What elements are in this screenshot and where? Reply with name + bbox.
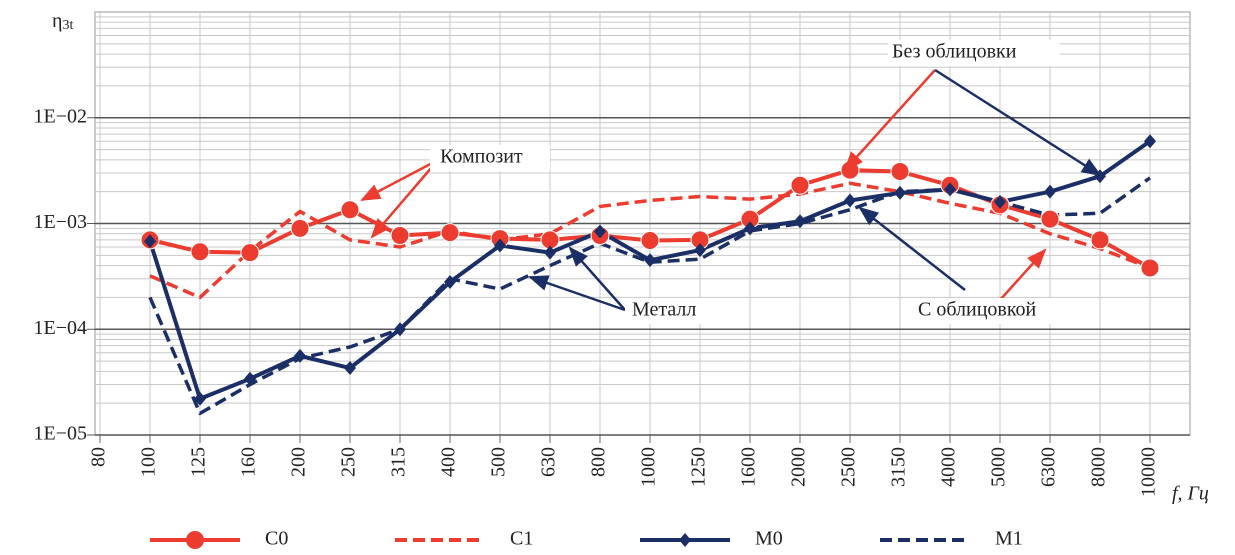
point: [340, 200, 360, 220]
legend-marker: [186, 531, 204, 549]
x-tick-label: 2000: [788, 447, 810, 487]
x-tick-label: 10000: [1138, 447, 1160, 497]
point: [744, 221, 756, 236]
point: [344, 361, 356, 376]
point: [494, 238, 506, 253]
annotation-bg: [625, 298, 725, 324]
legend-label: M1: [995, 528, 1023, 550]
legend-marker: [679, 533, 691, 547]
y-tick-label: 1E−02: [34, 105, 88, 127]
x-tick-label: 125: [188, 447, 210, 477]
point: [290, 218, 310, 238]
x-tick-label: 400: [438, 447, 460, 477]
annotation: Металл: [632, 299, 696, 321]
x-tick-label: 6300: [1038, 447, 1060, 487]
annotation-bg: [888, 40, 1060, 66]
x-tick-label: 800: [588, 447, 610, 477]
arrow: [843, 69, 936, 172]
annotation: Композит: [440, 146, 523, 168]
point: [190, 242, 210, 262]
point: [644, 253, 656, 268]
arrow: [370, 159, 439, 239]
point: [240, 243, 260, 263]
annotation-bg: [912, 298, 1092, 324]
point: [1144, 134, 1156, 149]
annotation-arrows: [360, 68, 1102, 312]
x-tick-label: 4000: [938, 447, 960, 487]
point: [844, 193, 856, 208]
y-label-sub: 3t: [62, 18, 73, 33]
x-tick-label: 80: [88, 447, 110, 467]
point: [694, 243, 706, 258]
point: [390, 226, 410, 246]
x-tick-label: 2500: [838, 447, 860, 487]
arrow: [858, 206, 966, 291]
point: [1040, 209, 1060, 229]
arrow: [934, 68, 1102, 177]
point: [144, 234, 156, 249]
legend: C0 C1 M0 M1: [150, 528, 1023, 550]
x-tick-label: 200: [288, 447, 310, 477]
x-tick-label: 250: [338, 447, 360, 477]
annotation-bg: [430, 145, 550, 171]
point: [444, 274, 456, 289]
point: [890, 162, 910, 182]
y-axis-label: η3t: [52, 10, 73, 34]
x-axis-label: f, Гц: [1172, 483, 1209, 505]
y-tick-label: 1E−04: [34, 317, 88, 339]
y-tick-label: 1E−05: [34, 423, 88, 445]
x-tick-label: 1000: [638, 447, 660, 487]
point: [244, 371, 256, 386]
x-tick-label: 100: [138, 447, 160, 477]
point: [640, 231, 660, 251]
series-line: [149, 181, 1151, 300]
point: [944, 182, 956, 197]
legend-label: C0: [265, 528, 288, 550]
legend-label: C1: [510, 528, 533, 550]
point: [894, 185, 906, 200]
point: [790, 175, 810, 195]
point: [544, 245, 556, 260]
point: [294, 348, 306, 363]
x-tick-label: 1600: [738, 447, 760, 487]
point: [594, 224, 606, 239]
arrow: [528, 275, 626, 312]
x-tick-label: 8000: [1088, 447, 1110, 487]
annotation: С облицовкой: [918, 299, 1037, 321]
x-tick-label: 630: [538, 447, 560, 477]
point: [394, 322, 406, 337]
x-tick-label: 3150: [888, 447, 910, 487]
point: [194, 391, 206, 406]
plot-area: 80 100 125 160 200 250 315 400 500 630 800 1000 1250…: [34, 11, 1191, 497]
point: [994, 194, 1006, 209]
x-tick-label: 5000: [988, 447, 1010, 487]
point: [440, 223, 460, 243]
annotation: Без облицовки: [892, 41, 1017, 63]
y-label-symbol: η: [52, 10, 62, 32]
point: [794, 214, 806, 229]
point: [1090, 230, 1110, 250]
legend-label: M0: [755, 528, 783, 550]
arrow: [360, 158, 439, 202]
arrow: [568, 246, 626, 311]
point: [1140, 258, 1160, 278]
arrow: [999, 248, 1047, 301]
x-tick-label: 500: [488, 447, 510, 477]
x-tick-label: 1250: [688, 447, 710, 487]
point: [1044, 184, 1056, 199]
x-tick-label: 160: [238, 447, 260, 477]
y-tick-label: 1E−03: [34, 211, 88, 233]
x-tick-label: 315: [388, 447, 410, 477]
